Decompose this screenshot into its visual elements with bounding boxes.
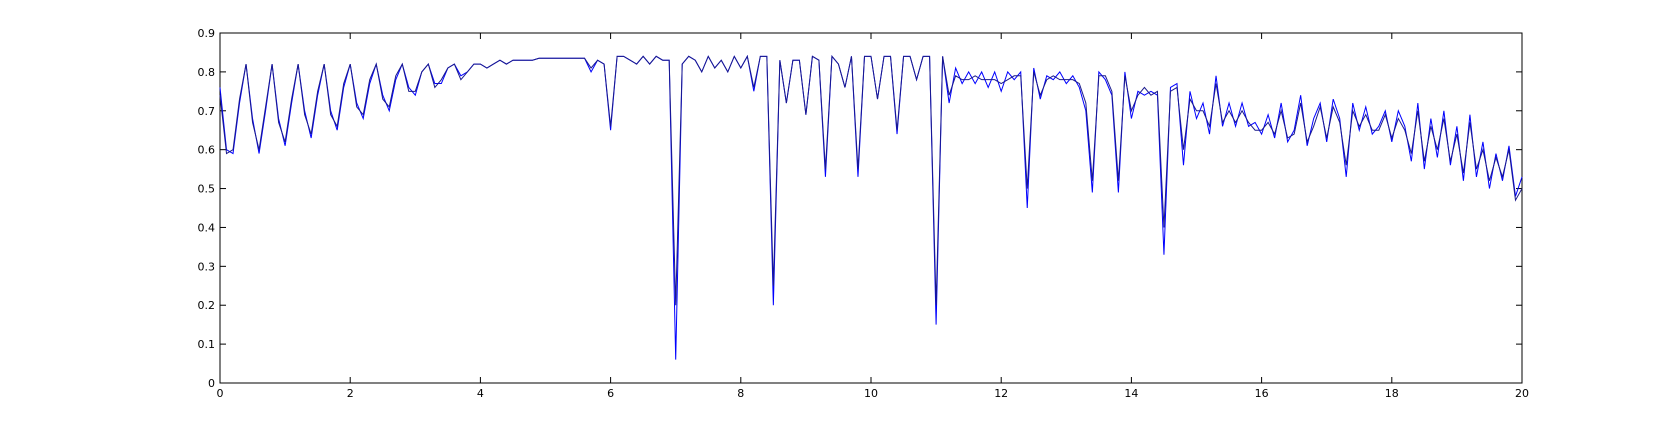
y-tick-label: 0.1: [198, 338, 216, 351]
x-tick-label: 6: [607, 387, 614, 400]
y-tick-label: 0.6: [198, 144, 216, 157]
y-tick-label: 0.7: [198, 105, 216, 118]
x-tick-label: 10: [864, 387, 878, 400]
plot-frame: [219, 32, 1523, 384]
y-tick-label: 0.2: [198, 299, 216, 312]
x-tick-label: 16: [1255, 387, 1269, 400]
y-tick-label: 0.3: [198, 260, 216, 273]
x-tick-label: 12: [994, 387, 1008, 400]
x-tick-label: 8: [737, 387, 744, 400]
data-line: [219, 54, 1523, 306]
y-tick-label: 0.9: [198, 27, 216, 40]
x-tick-label: 20: [1515, 387, 1529, 400]
x-tick-label: 0: [217, 387, 224, 400]
x-tick-label: 4: [477, 387, 484, 400]
y-tick-label: 0.4: [198, 221, 216, 234]
y-tick-label: 0.5: [198, 183, 216, 196]
y-tick-label: 0: [208, 377, 215, 390]
x-tick-label: 14: [1124, 387, 1138, 400]
y-tick-label: 0.8: [198, 66, 216, 79]
x-tick-label: 18: [1385, 387, 1399, 400]
x-tick-label: 2: [347, 387, 354, 400]
